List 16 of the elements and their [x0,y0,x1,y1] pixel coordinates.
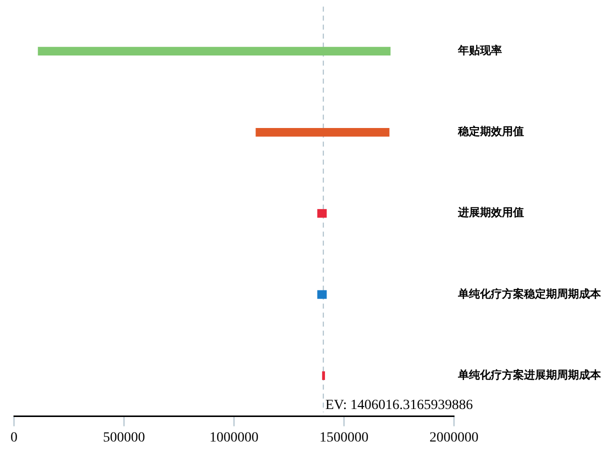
y-tick-label: 单纯化疗方案进展期周期成本 [457,368,602,382]
y-tick-label: 进展期效用值 [457,206,524,220]
ref-line-label: EV: 1406016.3165939886 [325,398,473,413]
bar [317,209,327,218]
bar [317,290,327,299]
x-tick-label: 1500000 [320,430,368,446]
y-tick-label: 年贴现率 [457,44,502,58]
x-tick-label: 1000000 [210,430,258,446]
y-tick-label: 单纯化疗方案稳定期周期成本 [457,287,602,300]
x-tick-label: 500000 [103,430,145,446]
y-tick-label: 稳定期效用值 [457,125,524,138]
bar [256,128,390,137]
bar [38,46,391,56]
bar [322,371,325,380]
x-tick-label: 0 [10,430,18,446]
x-tick-label: 2000000 [430,430,478,446]
